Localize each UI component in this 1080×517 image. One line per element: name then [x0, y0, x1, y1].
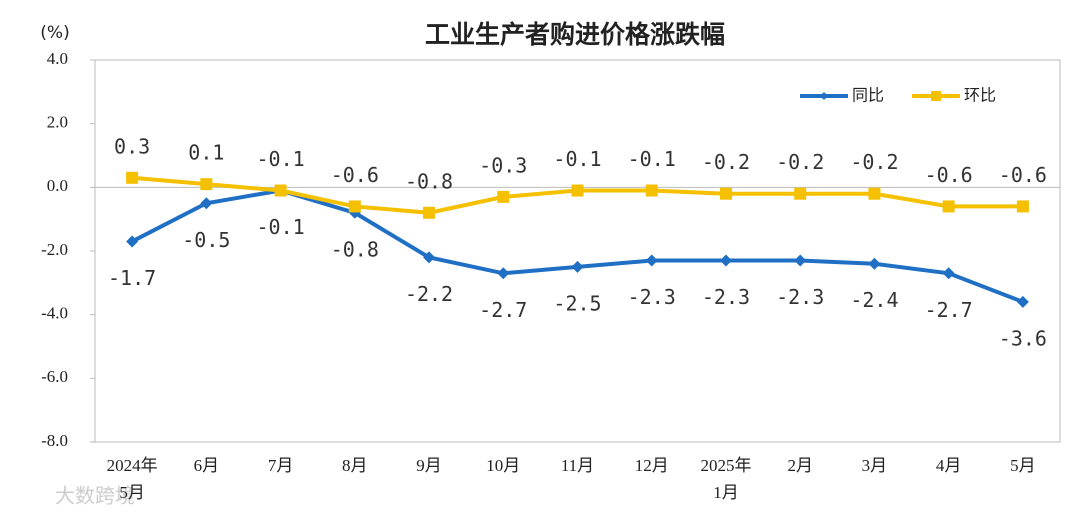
marker	[1016, 200, 1029, 213]
marker	[942, 200, 955, 213]
x-tick-line: 5月	[119, 483, 145, 502]
data-label: -0.8	[331, 237, 379, 261]
x-tick-label: 12月	[635, 456, 669, 475]
data-label: -0.1	[628, 147, 676, 171]
data-label: -0.6	[925, 163, 973, 187]
marker	[126, 235, 139, 248]
marker	[348, 200, 361, 213]
data-label: -3.6	[999, 326, 1047, 350]
y-tick-label: -2.0	[41, 240, 68, 259]
data-label: -0.1	[256, 147, 304, 171]
data-label: -0.6	[331, 163, 379, 187]
data-label: -0.5	[182, 228, 230, 252]
marker	[645, 184, 658, 197]
x-tick-label: 6月	[194, 456, 220, 475]
y-tick-label: 0.0	[47, 176, 68, 195]
data-label: -0.2	[850, 150, 898, 174]
marker	[126, 171, 139, 184]
x-tick-label: 2月	[787, 456, 813, 475]
data-label: -0.2	[702, 150, 750, 174]
data-label: -2.4	[850, 288, 898, 312]
x-tick-label: 9月	[416, 456, 442, 475]
marker	[794, 254, 807, 267]
marker	[497, 267, 510, 280]
marker	[571, 184, 584, 197]
data-label: -2.7	[479, 298, 527, 322]
y-tick-label: 4.0	[47, 49, 68, 68]
marker	[942, 267, 955, 280]
data-label: -0.8	[405, 169, 453, 193]
series-line	[131, 188, 1024, 304]
y-tick-label: 2.0	[47, 113, 68, 132]
data-label: -2.7	[925, 298, 973, 322]
data-label: -0.6	[999, 163, 1047, 187]
plot-frame	[94, 59, 1061, 443]
x-tick-line: 2025年	[700, 456, 751, 475]
data-label: -1.7	[108, 266, 156, 290]
data-label: -2.3	[702, 285, 750, 309]
data-label: -0.3	[479, 153, 527, 177]
x-tick-label: 3月	[862, 456, 888, 475]
marker	[274, 184, 287, 197]
legend-marker	[931, 91, 941, 101]
y-tick-label: -6.0	[41, 367, 68, 386]
legend-marker	[820, 92, 828, 100]
x-tick-label: 2025年 1月	[700, 456, 751, 502]
legend-label: 同比	[852, 86, 884, 105]
watermark: 大数跨境	[55, 484, 135, 508]
x-tick-line: 2024年	[107, 456, 158, 475]
x-tick-label: 5月	[1010, 456, 1036, 475]
x-tick-label: 4月	[936, 456, 962, 475]
y-unit: (%)	[40, 23, 69, 43]
marker	[200, 197, 213, 210]
chart-title: 工业生产者购进价格涨跌幅	[425, 20, 725, 49]
marker	[868, 187, 881, 200]
x-tick-label: 2024年 5月	[107, 456, 158, 502]
x-tick-label: 7月	[268, 456, 294, 475]
marker	[571, 260, 584, 273]
marker	[200, 178, 213, 191]
data-label: -0.1	[256, 215, 304, 239]
marker	[423, 251, 436, 264]
data-label: -0.1	[553, 147, 601, 171]
marker	[645, 254, 658, 267]
data-label: -2.3	[628, 285, 676, 309]
data-label: 0.1	[188, 141, 224, 165]
x-tick-label: 8月	[342, 456, 368, 475]
y-tick-label: -4.0	[41, 304, 68, 323]
data-label: -2.2	[405, 282, 453, 306]
data-label: -2.3	[776, 285, 824, 309]
marker	[868, 257, 881, 270]
marker	[794, 187, 807, 200]
legend-label: 环比	[964, 86, 996, 105]
x-tick-label: 10月	[486, 456, 520, 475]
marker	[1016, 295, 1029, 308]
marker	[497, 190, 510, 203]
x-tick-label: 11月	[561, 456, 594, 475]
marker	[423, 206, 436, 219]
data-label: 0.3	[114, 134, 150, 158]
data-label: -0.2	[776, 150, 824, 174]
y-tick-label: -8.0	[41, 431, 68, 450]
marker	[719, 254, 732, 267]
marker	[719, 187, 732, 200]
data-label: -2.5	[553, 291, 601, 315]
x-tick-line: 1月	[713, 483, 739, 502]
